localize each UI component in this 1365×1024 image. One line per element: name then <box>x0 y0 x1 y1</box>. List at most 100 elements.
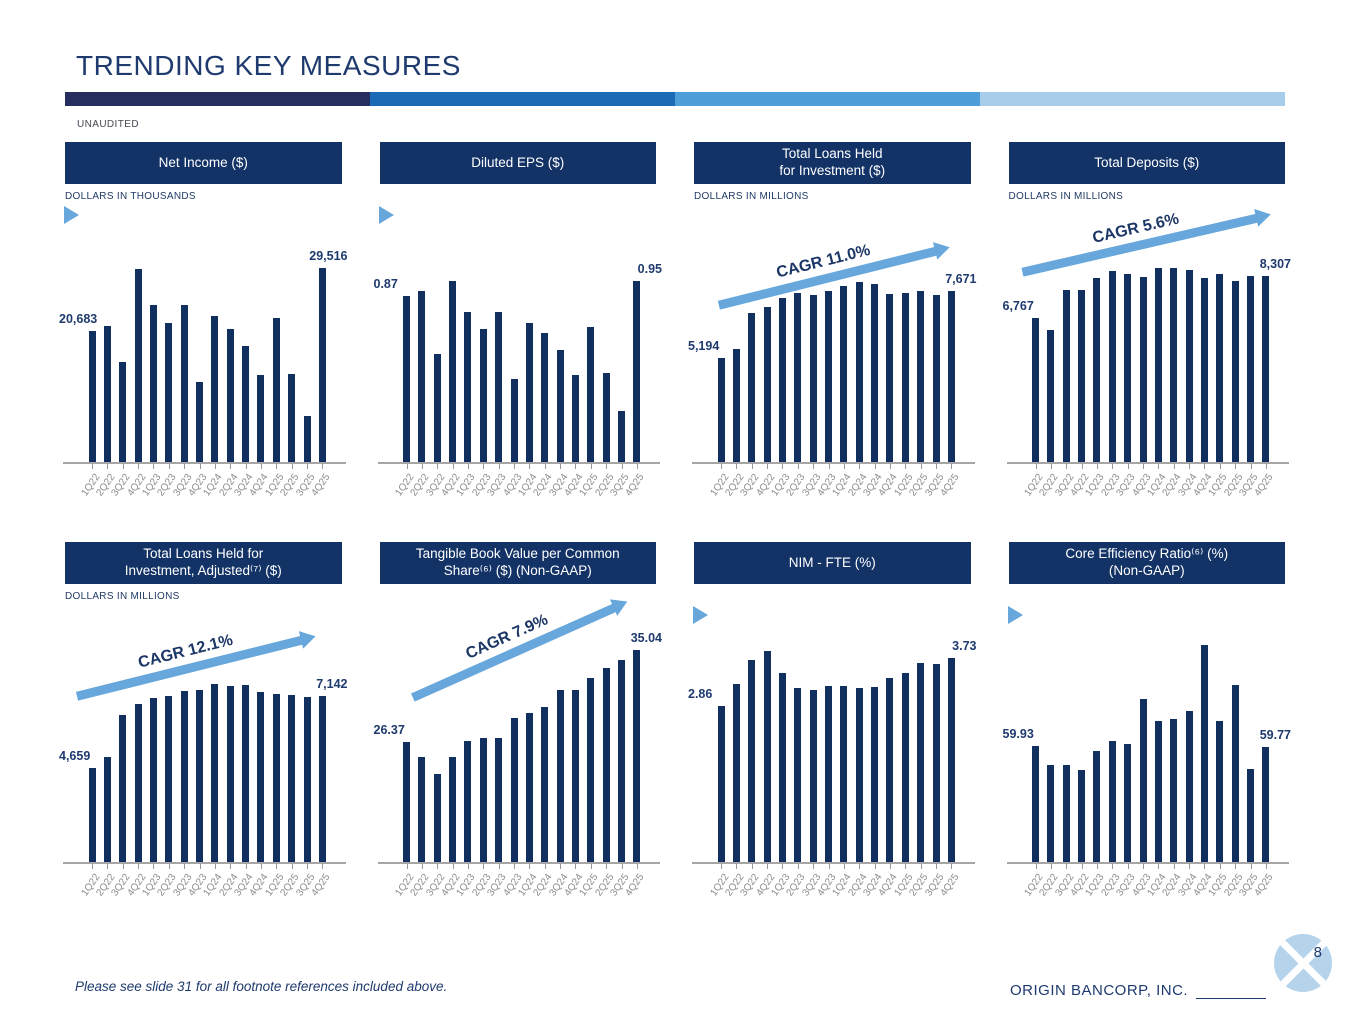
chart-units-label: DOLLARS IN THOUSANDS <box>65 190 196 202</box>
x-tick: 1Q22 <box>1022 863 1046 913</box>
x-axis-labels: 1Q22 2Q22 3Q22 4Q22 1Q23 2Q23 3Q23 4Q23 1Q24 2Q24… <box>1009 463 1286 513</box>
bar-column <box>617 660 627 863</box>
chart-title-banner: Diluted EPS ($) <box>379 142 656 184</box>
bar-column <box>1199 278 1209 463</box>
x-tick: 2Q24 <box>217 463 240 513</box>
x-tick: 4Q25 <box>309 863 332 913</box>
bar-column <box>540 707 550 863</box>
chart-units-label: DOLLARS IN MILLIONS <box>694 190 809 202</box>
chart-core-efficiency-ratio: Core Efficiency Ratio⁽⁶⁾ (%) (Non-GAAP) … <box>1003 542 1291 913</box>
x-tick: 3Q25 <box>923 463 946 513</box>
bar-column <box>1046 765 1056 863</box>
bar <box>180 691 188 863</box>
bar-column <box>509 718 519 863</box>
x-axis-labels: 1Q22 2Q22 3Q22 4Q22 1Q23 2Q23 3Q23 4Q23 1Q24 2Q24… <box>1009 863 1286 913</box>
x-tick: 4Q23 <box>186 463 210 513</box>
x-tick: 3Q22 <box>110 463 133 513</box>
bar-column <box>540 333 550 463</box>
origin-bancorp-logo-icon <box>1274 934 1332 992</box>
bar <box>732 684 740 863</box>
bar-column <box>1123 744 1133 863</box>
chart-plot: CAGR 12.1% 4,659 7,142 <box>59 608 348 864</box>
bar-column <box>241 685 251 863</box>
bar-column <box>1169 719 1179 863</box>
x-tick: 4Q23 <box>501 463 524 513</box>
x-tick: 1Q22 <box>79 463 102 513</box>
bar-column <box>1230 281 1240 463</box>
x-tick: 4Q25 <box>938 463 961 513</box>
x-tick: 2Q25 <box>593 463 616 513</box>
bar <box>525 323 533 463</box>
chart-units-label: DOLLARS IN MILLIONS <box>65 590 180 602</box>
x-tick: 4Q22 <box>1069 463 1092 513</box>
bar-column <box>118 362 128 463</box>
bar <box>618 411 626 463</box>
first-value-label: 26.37 <box>373 723 405 737</box>
accent-segment <box>370 92 675 106</box>
bar <box>1170 268 1178 463</box>
bar-column <box>1031 318 1041 463</box>
x-tick: 2Q23 <box>785 463 808 513</box>
bar <box>1139 699 1147 863</box>
bar <box>1185 270 1193 463</box>
bar <box>732 349 740 463</box>
x-tick: 3Q25 <box>294 863 317 913</box>
bar-column <box>601 373 611 463</box>
x-tick: 4Q25 <box>1253 863 1276 913</box>
x-tick: 2Q23 <box>785 863 808 913</box>
x-tick: 3Q25 <box>923 863 946 913</box>
chart-title-banner: Core Efficiency Ratio⁽⁶⁾ (%) (Non-GAAP) <box>1008 542 1285 584</box>
bar <box>433 774 441 863</box>
bar-column <box>808 690 818 863</box>
x-tick: 2Q22 <box>1038 863 1061 913</box>
bar-column <box>716 358 726 463</box>
x-tick: 3Q24 <box>1176 463 1199 513</box>
x-tick: 4Q23 <box>501 863 524 913</box>
x-tick: 4Q23 <box>1130 463 1153 513</box>
bar <box>825 686 833 863</box>
bar <box>318 268 326 463</box>
x-tick: 4Q23 <box>815 463 839 513</box>
bar <box>1247 769 1255 863</box>
accent-segment <box>980 92 1285 106</box>
bar <box>464 741 472 863</box>
bar-column <box>448 757 458 863</box>
x-tick: 3Q25 <box>294 463 317 513</box>
chart-title-banner: Tangible Book Value per Common Share⁽⁶⁾ … <box>379 542 656 584</box>
bar-column <box>133 269 143 463</box>
bar-column <box>463 312 473 463</box>
x-tick: 3Q25 <box>1237 463 1261 513</box>
bar-column <box>1092 751 1102 863</box>
bar <box>119 362 127 463</box>
x-tick: 1Q22 <box>708 463 731 513</box>
bar <box>871 284 879 463</box>
bar-column <box>417 291 427 463</box>
x-tick: 2Q24 <box>846 863 869 913</box>
x-tick: 3Q25 <box>608 863 632 913</box>
bar-column <box>1107 741 1117 863</box>
bar <box>1216 721 1224 863</box>
bar-column <box>402 296 412 463</box>
x-axis-labels: 1Q22 2Q22 3Q22 4Q22 1Q23 2Q23 3Q23 4Q23 1Q24 2Q24… <box>694 863 971 913</box>
bar <box>165 696 173 863</box>
bar <box>840 686 848 863</box>
bar-column <box>1246 276 1256 463</box>
bar <box>1108 741 1116 863</box>
x-tick: 1Q22 <box>79 863 102 913</box>
x-tick: 4Q24 <box>562 463 585 513</box>
x-tick: 1Q24 <box>1145 463 1168 513</box>
bar <box>1078 770 1086 863</box>
x-tick: 1Q22 <box>393 863 417 913</box>
bar <box>403 296 410 463</box>
bar-column <box>417 757 427 863</box>
page-number: 8 <box>1313 944 1322 961</box>
x-tick: 1Q24 <box>516 463 539 513</box>
bar <box>318 696 326 863</box>
bar-column <box>195 690 205 863</box>
bars <box>694 608 971 863</box>
bar-column <box>870 687 880 863</box>
bar-column <box>808 295 818 463</box>
bar <box>1032 318 1039 463</box>
bar-column <box>1107 271 1117 463</box>
